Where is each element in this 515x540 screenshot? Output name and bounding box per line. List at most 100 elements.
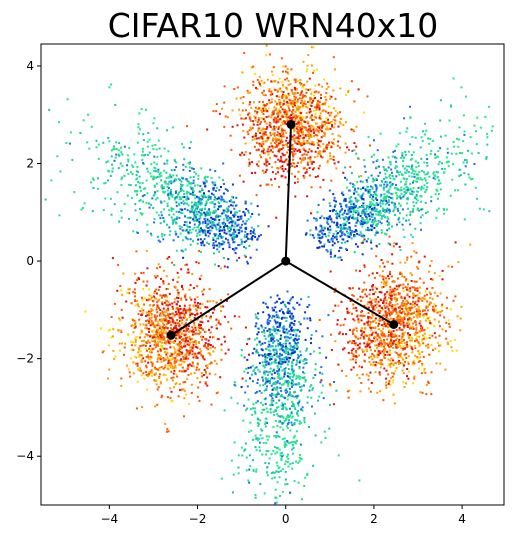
- scatter-point: [276, 447, 279, 450]
- scatter-point: [206, 376, 209, 379]
- scatter-point: [158, 286, 161, 288]
- scatter-point: [405, 165, 408, 168]
- scatter-point: [283, 356, 286, 359]
- scatter-point: [361, 348, 364, 351]
- scatter-point: [284, 176, 287, 179]
- scatter-point: [214, 373, 217, 376]
- scatter-point: [171, 305, 174, 308]
- scatter-point: [406, 343, 408, 346]
- scatter-point: [271, 70, 273, 73]
- scatter-point: [408, 295, 411, 298]
- scatter-point: [145, 320, 148, 322]
- scatter-point: [333, 381, 335, 383]
- scatter-point: [156, 315, 159, 318]
- scatter-point: [235, 97, 238, 100]
- scatter-point: [389, 291, 391, 294]
- scatter-point: [262, 147, 265, 150]
- scatter-point: [427, 382, 430, 384]
- scatter-point: [192, 330, 195, 333]
- scatter-point: [278, 466, 281, 469]
- scatter-point: [196, 363, 199, 366]
- scatter-point: [265, 122, 268, 125]
- scatter-point: [264, 171, 267, 173]
- scatter-point: [357, 337, 360, 340]
- scatter-point: [301, 144, 304, 146]
- scatter-point: [462, 140, 465, 143]
- scatter-point: [334, 110, 337, 112]
- scatter-point: [400, 273, 403, 275]
- scatter-point: [392, 292, 395, 295]
- scatter-point: [274, 419, 277, 422]
- scatter-point: [293, 480, 296, 483]
- scatter-point: [292, 158, 295, 161]
- scatter-point: [405, 308, 408, 311]
- scatter-point: [405, 341, 408, 344]
- scatter-point: [341, 333, 344, 336]
- scatter-point: [318, 140, 320, 143]
- scatter-point: [346, 220, 349, 223]
- scatter-point: [145, 349, 148, 352]
- scatter-point: [162, 294, 165, 297]
- scatter-point: [193, 341, 195, 344]
- scatter-point: [300, 298, 303, 301]
- scatter-point: [381, 334, 383, 337]
- scatter-point: [378, 291, 381, 294]
- scatter-point: [310, 212, 313, 215]
- scatter-point: [278, 435, 281, 438]
- scatter-point: [314, 122, 317, 125]
- scatter-point: [162, 357, 165, 360]
- scatter-point: [384, 203, 387, 206]
- scatter-point: [409, 158, 412, 161]
- scatter-point: [356, 245, 359, 248]
- scatter-point: [307, 88, 310, 91]
- scatter-point: [160, 396, 163, 399]
- scatter-point: [290, 68, 293, 71]
- scatter-point: [183, 323, 186, 326]
- scatter-point: [238, 174, 241, 177]
- scatter-point: [383, 349, 386, 352]
- scatter-point: [406, 127, 409, 130]
- scatter-point: [277, 111, 280, 114]
- scatter-point: [282, 120, 285, 122]
- scatter-point: [400, 346, 403, 349]
- scatter-point: [300, 99, 303, 102]
- scatter-point: [344, 241, 347, 244]
- scatter-point: [262, 94, 265, 97]
- scatter-point: [371, 340, 374, 342]
- scatter-point: [167, 359, 170, 362]
- scatter-point: [292, 315, 295, 318]
- scatter-point: [257, 423, 260, 426]
- scatter-point: [320, 136, 323, 139]
- scatter-point: [179, 308, 182, 310]
- scatter-point: [310, 46, 313, 49]
- scatter-point: [385, 176, 388, 179]
- scatter-point: [297, 120, 300, 123]
- scatter-point: [147, 312, 150, 314]
- scatter-point: [192, 356, 195, 359]
- scatter-point: [297, 115, 300, 118]
- scatter-point: [407, 289, 410, 292]
- scatter-point: [390, 305, 393, 308]
- scatter-point: [325, 249, 328, 251]
- scatter-point: [149, 345, 152, 347]
- scatter-point: [399, 323, 402, 326]
- scatter-point: [273, 354, 276, 357]
- scatter-point: [165, 351, 168, 354]
- scatter-point: [303, 120, 305, 123]
- scatter-point: [213, 308, 216, 311]
- scatter-point: [172, 366, 175, 369]
- scatter-point: [162, 322, 165, 325]
- scatter-point: [264, 358, 267, 361]
- scatter-point: [252, 370, 255, 372]
- scatter-point: [259, 132, 262, 134]
- scatter-point: [380, 281, 383, 284]
- scatter-point: [292, 369, 295, 372]
- scatter-point: [242, 180, 245, 183]
- scatter-point: [391, 311, 394, 314]
- scatter-point: [406, 306, 409, 309]
- scatter-point: [305, 112, 308, 114]
- scatter-point: [121, 316, 124, 319]
- scatter-point: [463, 133, 466, 136]
- scatter-point: [288, 387, 291, 390]
- scatter-point: [293, 406, 296, 409]
